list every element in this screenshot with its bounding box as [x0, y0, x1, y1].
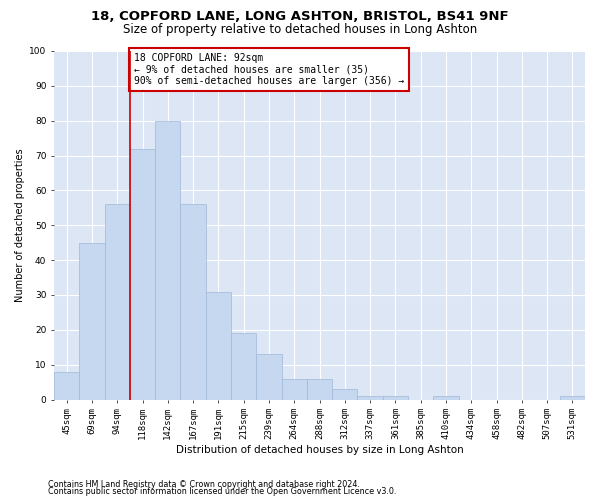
Text: Size of property relative to detached houses in Long Ashton: Size of property relative to detached ho…: [123, 22, 477, 36]
Text: Contains public sector information licensed under the Open Government Licence v3: Contains public sector information licen…: [48, 488, 397, 496]
Bar: [307, 378, 332, 400]
Bar: [383, 396, 408, 400]
Bar: [130, 148, 155, 400]
Bar: [54, 372, 79, 400]
X-axis label: Distribution of detached houses by size in Long Ashton: Distribution of detached houses by size …: [176, 445, 463, 455]
Bar: [256, 354, 281, 400]
Bar: [358, 396, 383, 400]
Text: 18 COPFORD LANE: 92sqm
← 9% of detached houses are smaller (35)
90% of semi-deta: 18 COPFORD LANE: 92sqm ← 9% of detached …: [134, 52, 404, 86]
Bar: [206, 292, 231, 400]
Bar: [231, 334, 256, 400]
Bar: [79, 242, 104, 400]
Text: Contains HM Land Registry data © Crown copyright and database right 2024.: Contains HM Land Registry data © Crown c…: [48, 480, 360, 489]
Bar: [332, 389, 358, 400]
Bar: [104, 204, 130, 400]
Bar: [181, 204, 206, 400]
Y-axis label: Number of detached properties: Number of detached properties: [15, 148, 25, 302]
Bar: [281, 378, 307, 400]
Text: 18, COPFORD LANE, LONG ASHTON, BRISTOL, BS41 9NF: 18, COPFORD LANE, LONG ASHTON, BRISTOL, …: [91, 10, 509, 23]
Bar: [155, 120, 181, 400]
Bar: [560, 396, 585, 400]
Bar: [433, 396, 458, 400]
